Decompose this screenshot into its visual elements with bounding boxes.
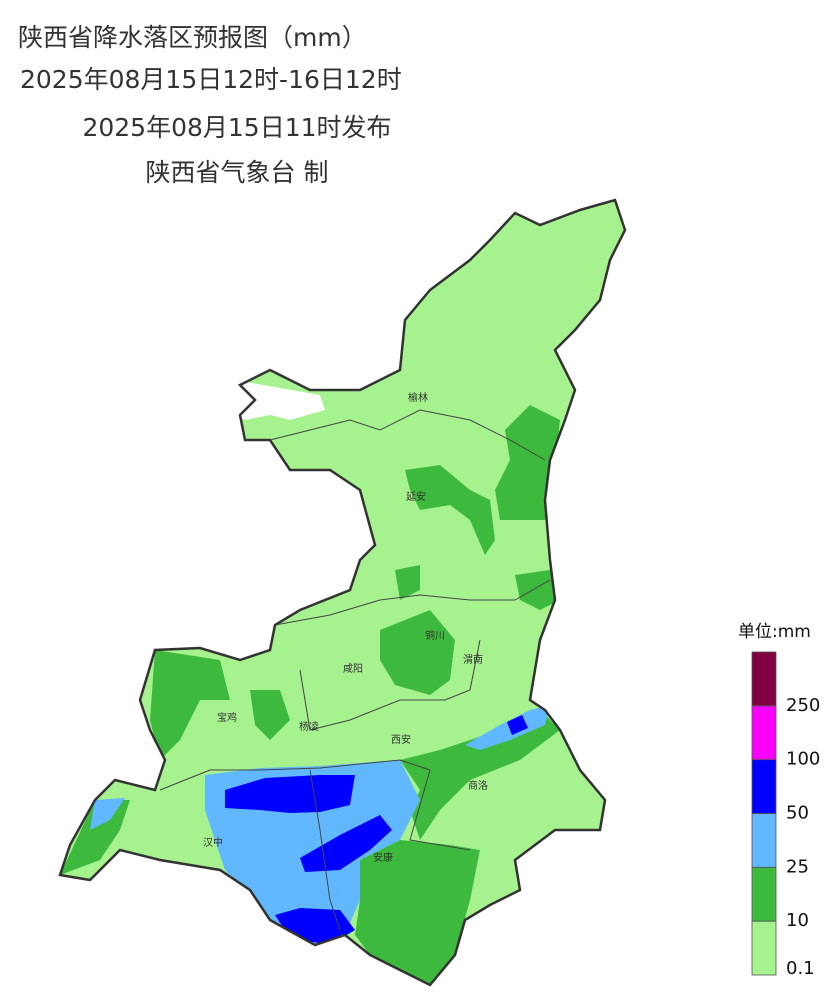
city-label: 杨凌 [299,720,319,733]
legend-label: 10 [786,910,809,931]
period: 2025年08月15日12时-16日12时 [20,65,402,94]
legend-title: 单位:mm [738,622,811,642]
legend-label: 50 [786,803,809,824]
legend-label: 250 [786,695,820,716]
legend-swatch [751,866,777,922]
legend-label: 100 [786,749,820,770]
city-label: 宝鸡 [217,711,237,724]
title: 陕西省降水落区预报图（mm） [18,23,367,52]
rain-area-25 [90,798,125,830]
city-label: 延安 [406,490,426,503]
rain-area-25 [465,705,550,750]
legend-swatch [751,813,777,868]
legend-swatch [751,920,777,976]
legend-swatch [751,651,777,707]
city-label: 西安 [391,733,411,746]
legend-swatch [751,759,777,814]
city-borders [159,409,551,931]
issuer: 陕西省气象台 制 [146,158,329,187]
city-label: 商洛 [468,779,488,792]
city-label: 铜川 [425,630,445,642]
city-label: 汉中 [203,836,223,849]
legend-label: 25 [786,856,809,877]
city-label: 咸阳 [343,663,363,675]
city-label: 榆林 [408,391,428,404]
no-rain-area [230,380,325,420]
city-label: 渭南 [463,653,483,666]
legend-label: 0.1 [786,958,815,979]
legend-swatch [751,705,777,761]
city-label: 安康 [373,851,393,864]
province-map: 榆林 延安 铜川 咸阳 渭南 宝鸡 杨凌 西安 商洛 汉中 安康 [58,198,627,987]
rain-area-10 [60,405,560,985]
legend: 单位:mm 0.1 10 25 50 100 250 [738,622,820,979]
issued: 2025年08月15日11时发布 [82,113,391,142]
rain-area-50 [225,715,528,945]
